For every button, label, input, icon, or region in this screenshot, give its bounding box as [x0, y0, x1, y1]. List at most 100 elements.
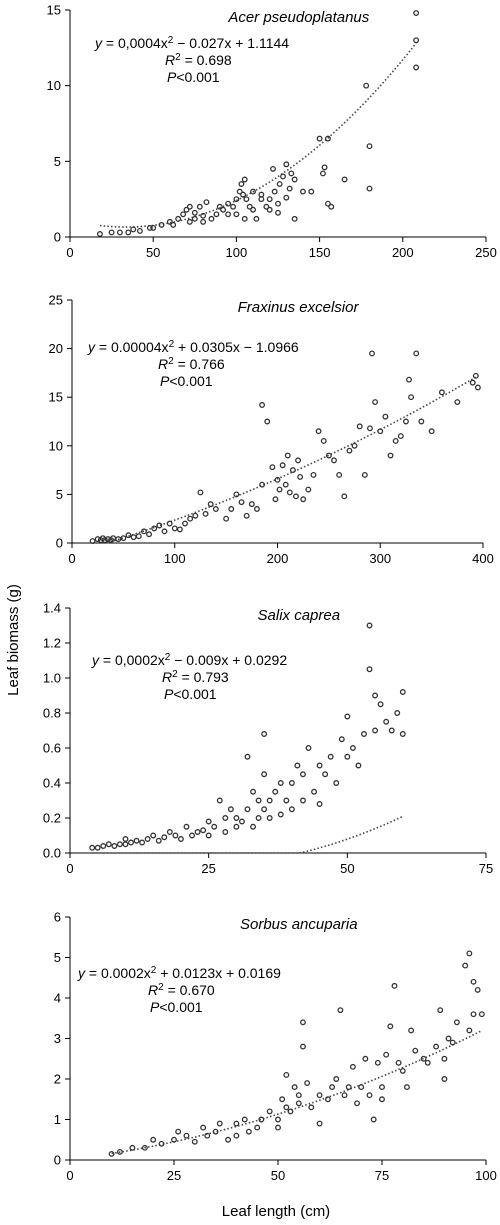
y-tick-label: 25	[49, 293, 63, 308]
data-point	[470, 1011, 477, 1018]
data-point	[205, 832, 212, 839]
data-point	[366, 1092, 373, 1099]
data-point	[146, 224, 153, 231]
data-point	[222, 815, 229, 821]
panel-fraxinus-excelsior: 0 100 200 300 400 0 5 10 15 20 25 Fraxinus excelsio…	[49, 293, 494, 567]
data-point	[245, 1128, 252, 1135]
y-tick-label: 5	[54, 950, 61, 965]
data-point	[377, 701, 384, 708]
data-point	[172, 832, 179, 839]
data-point	[228, 506, 235, 512]
y-tick-label: 0	[54, 230, 61, 245]
data-point	[264, 418, 271, 425]
regression-equation: y = 0.0002x2 + 0.0123x + 0.0169	[77, 965, 281, 982]
data-point	[280, 173, 286, 180]
data-point	[294, 762, 301, 769]
data-point	[372, 727, 379, 734]
y-tick-label: 0.8	[43, 706, 61, 721]
x-tick-label: 400	[472, 551, 494, 566]
data-point	[305, 486, 312, 493]
data-point	[276, 486, 283, 493]
data-point	[286, 185, 293, 192]
panel-salix-caprea: 0 25 50 75 0.0 0.2 0.4 0.6 0.8 1.0 1.2 1.4 Salix cap…	[43, 601, 493, 877]
data-point	[170, 221, 177, 228]
trend-line	[111, 1029, 483, 1155]
data-point	[200, 827, 207, 834]
data-point	[233, 1132, 240, 1139]
data-point	[238, 499, 245, 506]
data-point	[300, 1043, 306, 1050]
data-point	[341, 176, 348, 183]
data-point	[437, 1007, 444, 1014]
data-point	[453, 1019, 460, 1026]
data-point	[241, 215, 248, 222]
data-point	[156, 522, 163, 529]
data-point	[269, 464, 276, 471]
data-point	[120, 535, 127, 542]
data-point	[324, 135, 331, 142]
data-point	[150, 224, 157, 231]
y-tick-label: 1.2	[43, 636, 61, 651]
data-point	[171, 1136, 177, 1143]
data-point	[225, 1136, 232, 1143]
data-point	[387, 1023, 394, 1030]
data-point	[366, 143, 373, 150]
x-axis-label: Leaf length (cm)	[222, 1203, 330, 1220]
data-point	[205, 818, 212, 825]
data-point	[338, 736, 345, 743]
data-point	[363, 82, 370, 89]
data-point	[346, 447, 353, 454]
data-point	[108, 1150, 115, 1157]
p-value-label: P<0.001	[164, 686, 217, 702]
data-point	[140, 528, 147, 535]
data-point	[186, 218, 193, 225]
data-point	[144, 836, 151, 842]
data-point	[441, 1055, 448, 1062]
data-point	[183, 823, 190, 830]
data-point	[250, 823, 256, 830]
data-point	[291, 176, 298, 183]
x-tick-label: 50	[146, 245, 160, 260]
data-point	[316, 1120, 323, 1127]
data-point	[283, 1071, 290, 1078]
data-point	[304, 1080, 311, 1086]
data-point	[244, 753, 251, 760]
data-point	[204, 1132, 211, 1139]
data-point	[115, 536, 122, 543]
data-point	[319, 170, 326, 177]
data-point	[331, 457, 337, 464]
r-squared-label: R2 = 0.698	[165, 52, 232, 69]
x-tick-label: 25	[167, 1168, 181, 1183]
data-point	[203, 199, 210, 206]
y-tick-label: 1.4	[43, 601, 61, 616]
data-point	[158, 221, 165, 228]
data-point	[139, 839, 146, 846]
data-point	[101, 537, 108, 544]
data-point	[220, 206, 227, 213]
data-point	[372, 692, 379, 699]
data-point	[259, 481, 266, 488]
p-value-label: P<0.001	[160, 373, 213, 389]
data-point	[466, 950, 473, 957]
data-point	[472, 372, 479, 379]
data-point	[250, 188, 256, 195]
data-point	[175, 215, 182, 222]
data-point	[295, 1100, 302, 1107]
data-point	[166, 218, 173, 225]
x-tick-label: 250	[475, 245, 497, 260]
data-point	[183, 1132, 190, 1139]
data-point	[275, 1116, 281, 1123]
data-point	[392, 437, 399, 444]
y-tick-label: 10	[49, 438, 63, 453]
data-point	[356, 423, 363, 430]
data-point	[187, 515, 194, 522]
y-tick-label: 6	[54, 910, 61, 925]
y-tick-label: 2	[54, 1072, 61, 1087]
data-point	[428, 428, 435, 435]
data-point	[349, 1063, 356, 1070]
data-point	[125, 229, 132, 236]
data-point	[233, 491, 240, 498]
data-point	[96, 231, 103, 237]
data-point	[358, 1084, 365, 1091]
data-point	[166, 829, 173, 835]
